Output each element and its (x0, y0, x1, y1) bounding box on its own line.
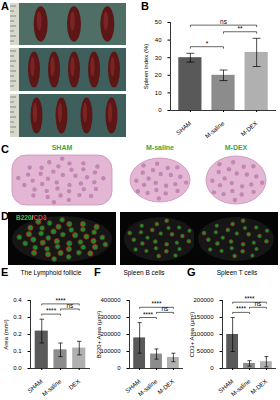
html-text:C: C (1, 143, 9, 155)
svg-text:300000: 300000 (100, 314, 121, 320)
svg-text:****: **** (244, 295, 255, 302)
svg-text:100000: 100000 (193, 331, 214, 337)
html-text:The Lymphoid follicle: The Lymphoid follicle (20, 269, 82, 276)
html-text:G: G (187, 266, 196, 278)
svg-text:ns: ns (220, 18, 228, 25)
html-text:M-DEX: M-DEX (224, 144, 248, 151)
svg-text:200000: 200000 (193, 297, 214, 303)
svg-text:200000: 200000 (100, 331, 121, 337)
svg-text:**: ** (238, 25, 244, 32)
svg-text:SHAM: SHAM (217, 378, 235, 394)
svg-text:M-DEX: M-DEX (240, 120, 259, 137)
svg-text:****: **** (151, 300, 162, 307)
svg-text:50000: 50000 (197, 348, 214, 354)
svg-text:40: 40 (155, 37, 162, 43)
svg-text:0: 0 (158, 107, 162, 113)
svg-text:10: 10 (155, 90, 162, 96)
svg-text:****: **** (143, 311, 154, 318)
svg-text:0.4: 0.4 (13, 297, 22, 303)
svg-text:SHAM: SHAM (175, 120, 192, 136)
svg-text:DEX: DEX (68, 378, 81, 391)
svg-text:0.2: 0.2 (13, 331, 22, 337)
svg-text:M-saline: M-saline (204, 120, 226, 140)
html-text:D: D (1, 210, 9, 222)
svg-text:0: 0 (117, 365, 121, 371)
svg-text:ns: ns (66, 302, 74, 309)
svg-text:20: 20 (155, 72, 162, 78)
svg-text:M-DEX: M-DEX (250, 378, 269, 395)
svg-text:M-DEX: M-DEX (157, 378, 176, 395)
html-text:B: B (141, 0, 149, 12)
svg-text:CD3+ Area (μm²): CD3+ Area (μm²) (189, 312, 195, 358)
svg-text:0.3: 0.3 (13, 314, 22, 320)
html-text:A: A (1, 0, 9, 12)
html-text:SHAM: SHAM (51, 144, 73, 151)
html-text:M-saline: M-saline (146, 144, 174, 151)
svg-text:****: **** (55, 297, 66, 304)
svg-text:0.0: 0.0 (13, 365, 22, 371)
svg-text:100000: 100000 (100, 348, 121, 354)
svg-text:ns: ns (162, 305, 170, 312)
svg-text:M-saline: M-saline (230, 378, 252, 398)
svg-text:SHAM: SHAM (124, 378, 142, 394)
svg-text:M-saline: M-saline (41, 378, 63, 398)
svg-text:****: **** (46, 307, 57, 314)
svg-text:*: * (206, 40, 209, 47)
svg-text:150000: 150000 (193, 314, 214, 320)
svg-text:Spleen index (%): Spleen index (%) (143, 44, 149, 90)
svg-text:B220+ Area (μm²): B220+ Area (μm²) (96, 311, 102, 359)
svg-text:30: 30 (155, 55, 162, 61)
svg-text:0.1: 0.1 (13, 348, 22, 354)
svg-text:M-saline: M-saline (137, 378, 159, 398)
svg-text:0: 0 (210, 365, 214, 371)
svg-text:400000: 400000 (100, 297, 121, 303)
svg-text:B220/CD3: B220/CD3 (16, 214, 47, 221)
svg-text:ns: ns (255, 300, 263, 307)
html-text:F: F (94, 266, 101, 278)
svg-text:****: **** (236, 305, 247, 312)
html-text:Spleen T cells: Spleen T cells (216, 269, 258, 276)
svg-text:Area (mm²): Area (mm²) (3, 319, 9, 349)
svg-text:SHAM: SHAM (26, 378, 44, 394)
svg-text:50: 50 (155, 19, 162, 25)
html-text:E: E (1, 266, 9, 278)
html-text:Spleen B cells: Spleen B cells (123, 269, 165, 276)
